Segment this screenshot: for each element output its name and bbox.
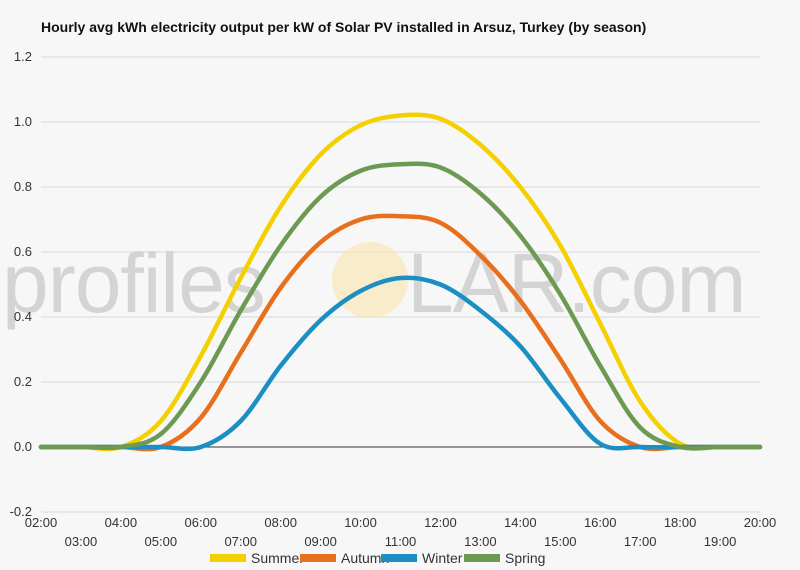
legend-swatch [381, 554, 417, 562]
legend-label: Autumn [341, 550, 389, 566]
series-line-spring [38, 161, 763, 451]
legend: Summer Autumn Winter Spring [210, 550, 545, 566]
x-tick-label: 09:00 [304, 534, 337, 549]
legend-swatch [300, 554, 336, 562]
watermark-text-left: profiles [2, 236, 265, 330]
x-tick-label: 04:00 [105, 515, 138, 530]
x-tick-label: 02:00 [25, 515, 58, 530]
legend-swatch [210, 554, 246, 562]
series-layer [38, 112, 763, 452]
y-tick-label: 1.0 [14, 114, 32, 129]
y-tick-label: 0.0 [14, 439, 32, 454]
legend-item-autumn[interactable]: Autumn [300, 550, 389, 566]
series-line-winter [38, 275, 763, 452]
axis-labels: -0.2 0.0 0.2 0.4 0.6 0.8 1.0 1.2 02:00 03:00 04:00… [10, 49, 777, 549]
legend-item-summer[interactable]: Summer [210, 550, 304, 566]
legend-label: Summer [251, 550, 304, 566]
x-tick-label: 05:00 [145, 534, 178, 549]
x-tick-label: 11:00 [385, 534, 417, 549]
x-tick-label: 16:00 [584, 515, 617, 530]
y-tick-label: -0.2 [10, 504, 32, 519]
x-tick-label: 13:00 [464, 534, 497, 549]
x-tick-label: 03:00 [65, 534, 98, 549]
legend-swatch [464, 554, 500, 562]
series-line-summer [38, 112, 763, 452]
chart-title: Hourly avg kWh electricity output per kW… [41, 19, 647, 35]
legend-item-winter[interactable]: Winter [381, 550, 463, 566]
x-tick-label: 14:00 [504, 515, 537, 530]
x-tick-label: 17:00 [624, 534, 657, 549]
x-tick-label: 15:00 [544, 534, 577, 549]
x-tick-label: 06:00 [185, 515, 218, 530]
x-tick-label: 08:00 [264, 515, 297, 530]
x-tick-label: 19:00 [704, 534, 737, 549]
y-tick-label: 0.8 [14, 179, 32, 194]
x-tick-label: 20:00 [744, 515, 777, 530]
x-tick-label: 07:00 [224, 534, 257, 549]
x-tick-label: 10:00 [344, 515, 377, 530]
legend-label: Spring [505, 550, 545, 566]
y-tick-label: 0.2 [14, 374, 32, 389]
x-tick-label: 18:00 [664, 515, 697, 530]
y-tick-label: 1.2 [14, 49, 32, 64]
y-tick-label: 0.6 [14, 244, 32, 259]
legend-label: Winter [422, 550, 463, 566]
y-tick-label: 0.4 [14, 309, 32, 324]
grid-layer [41, 56, 760, 513]
legend-item-spring[interactable]: Spring [464, 550, 545, 566]
x-tick-label: 12:00 [424, 515, 457, 530]
watermark-text-right: LAR.com [407, 236, 745, 330]
